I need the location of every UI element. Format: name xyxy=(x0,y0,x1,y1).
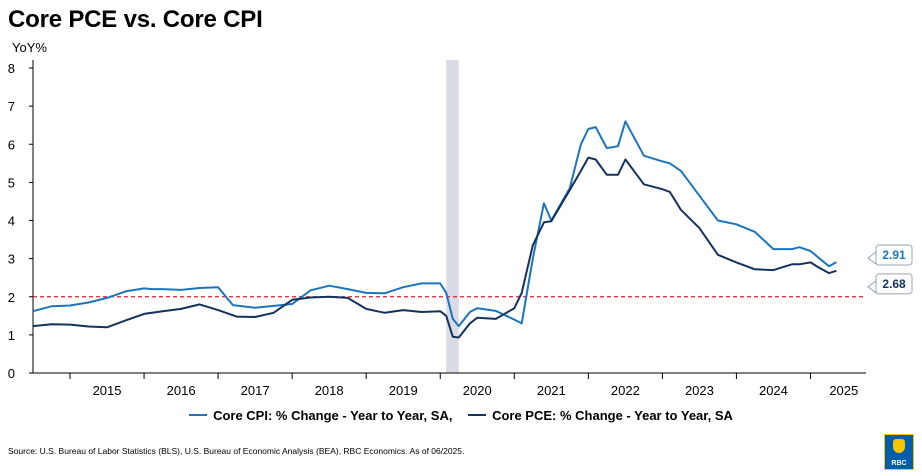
x-tick-label: 2020 xyxy=(463,383,492,398)
y-tick-label: 4 xyxy=(8,214,15,229)
legend-label-pce: Core PCE: % Change - Year to Year, SA xyxy=(492,407,733,423)
y-tick-label: 3 xyxy=(8,252,15,267)
lion-shield-icon xyxy=(893,439,905,453)
x-tick-label: 2017 xyxy=(241,383,270,398)
legend-swatch-pce xyxy=(468,414,487,416)
legend-item-pce: Core PCE: % Change - Year to Year, SA xyxy=(468,408,733,423)
end-value-label: 2.91 xyxy=(882,248,906,262)
chart-title: Core PCE vs. Core CPI xyxy=(8,6,263,33)
recession-band xyxy=(446,60,459,373)
y-tick-label: 5 xyxy=(8,175,15,190)
legend-swatch-cpi xyxy=(189,414,208,416)
callout-box xyxy=(875,244,913,266)
x-tick-label: 2024 xyxy=(759,383,788,398)
x-tick-label: 2016 xyxy=(167,383,196,398)
y-tick-label: 6 xyxy=(8,137,15,152)
legend: Core CPI: % Change - Year to Year, SA, C… xyxy=(0,404,922,423)
pce-series-line xyxy=(32,156,837,339)
legend-item-cpi: Core CPI: % Change - Year to Year, SA, xyxy=(189,408,452,423)
y-axis-label: YoY% xyxy=(12,40,47,55)
callout-pointer xyxy=(867,251,877,266)
x-tick-label: 2018 xyxy=(315,383,344,398)
y-tick-label: 2 xyxy=(8,290,15,305)
x-tick-label: 2025 xyxy=(829,383,858,398)
callout-box xyxy=(875,273,913,295)
y-tick-label: 7 xyxy=(8,99,15,114)
legend-label-cpi: Core CPI: % Change - Year to Year, SA, xyxy=(213,407,453,423)
rbc-logo: RBC xyxy=(884,434,914,470)
y-tick-label: 8 xyxy=(8,61,15,76)
source-note: Source: U.S. Bureau of Labor Statistics … xyxy=(8,446,465,456)
line-chart: 0 1 2 3 4 5 6 7 8 2015 2016 2017 2018 2019 2020 2021 202… xyxy=(8,60,913,398)
x-tick-label: 2015 xyxy=(93,383,122,398)
y-tick-label: 1 xyxy=(8,328,15,343)
cpi-series-line xyxy=(32,120,837,328)
x-tick-label: 2023 xyxy=(685,383,714,398)
end-value-label: 2.68 xyxy=(882,277,906,291)
x-tick-label: 2019 xyxy=(389,383,418,398)
x-tick-label: 2022 xyxy=(611,383,640,398)
x-tick-label: 2021 xyxy=(537,383,566,398)
callout-pointer xyxy=(867,279,877,294)
y-tick-label: 0 xyxy=(8,366,15,381)
logo-text: RBC xyxy=(891,460,907,467)
